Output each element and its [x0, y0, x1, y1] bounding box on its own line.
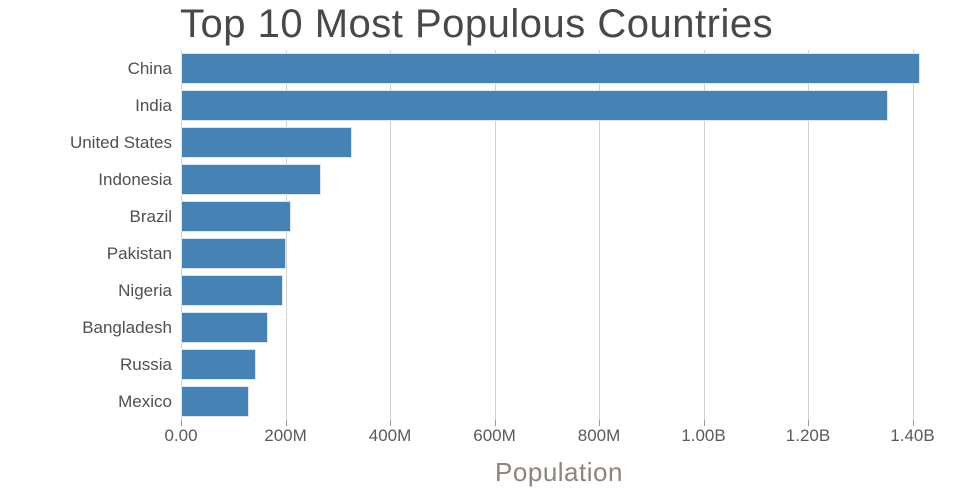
- x-tick-mark-800M: [599, 420, 600, 426]
- y-label-indonesia: Indonesia: [98, 170, 172, 189]
- x-tick-mark-400M: [390, 420, 391, 426]
- gridline-0.00: [181, 50, 182, 420]
- bar-brazil: [181, 201, 292, 232]
- bar-row-bangladesh: [181, 309, 939, 346]
- x-tick-label-800M: 800M: [577, 426, 621, 445]
- gridline-1.40B: [912, 50, 914, 420]
- bar-united-states: [181, 127, 352, 158]
- gridline-1.00B: [703, 50, 705, 420]
- bar-row-indonesia: [181, 161, 939, 198]
- x-tick-mark-1.00B: [703, 420, 705, 426]
- y-label-russia: Russia: [120, 355, 172, 374]
- x-tick-label-1.00B: 1.00B: [681, 426, 726, 445]
- bar-mexico: [181, 386, 250, 417]
- y-label-mexico: Mexico: [118, 392, 172, 411]
- x-tick-mark-1.40B: [912, 420, 914, 426]
- bar-row-nigeria: [181, 272, 939, 309]
- x-tick-mark-1.20B: [808, 420, 809, 426]
- bar-russia: [181, 349, 257, 380]
- bar-indonesia: [181, 164, 321, 195]
- bar-row-india: [181, 87, 939, 124]
- x-axis-title: Population: [495, 457, 623, 487]
- bar-row-mexico: [181, 383, 939, 420]
- y-label-brazil: Brazil: [129, 207, 172, 226]
- bar-row-russia: [181, 346, 939, 383]
- x-tick-mark-0.00: [181, 420, 182, 426]
- bar-china: [181, 53, 921, 84]
- chart-title: Top 10 Most Populous Countries: [180, 2, 774, 46]
- bar-row-brazil: [181, 198, 939, 235]
- bar-row-china: [181, 50, 939, 87]
- y-axis-category-labels: China India United States Indonesia Brazil Pa…: [0, 50, 172, 420]
- x-tick-mark-200M: [285, 420, 287, 426]
- gridline-600M: [494, 50, 496, 420]
- bar-india: [181, 90, 889, 121]
- x-tick-label-0.00: 0.00: [164, 426, 198, 445]
- bar-pakistan: [181, 238, 287, 269]
- bar-nigeria: [181, 275, 284, 306]
- y-label-india: India: [135, 96, 172, 115]
- y-label-nigeria: Nigeria: [118, 281, 172, 300]
- x-tick-label-1.40B: 1.40B: [890, 426, 935, 445]
- x-tick-label-600M: 600M: [473, 426, 516, 445]
- gridline-1.20B: [808, 50, 809, 420]
- bar-row-united-states: [181, 124, 939, 161]
- y-label-bangladesh: Bangladesh: [82, 318, 172, 337]
- y-label-united-states: United States: [69, 133, 172, 152]
- x-tick-mark-600M: [494, 420, 496, 426]
- gridline-800M: [599, 50, 600, 420]
- x-tick-label-1.20B: 1.20B: [785, 426, 831, 445]
- y-label-pakistan: Pakistan: [106, 244, 172, 263]
- plot-area: [181, 50, 939, 426]
- x-tick-label-400M: 400M: [368, 426, 412, 445]
- bar-bangladesh: [181, 312, 268, 343]
- gridline-200M: [285, 50, 287, 420]
- bar-row-pakistan: [181, 235, 939, 272]
- x-tick-label-200M: 200M: [264, 426, 307, 445]
- y-label-china: China: [127, 59, 172, 78]
- gridline-400M: [390, 50, 391, 420]
